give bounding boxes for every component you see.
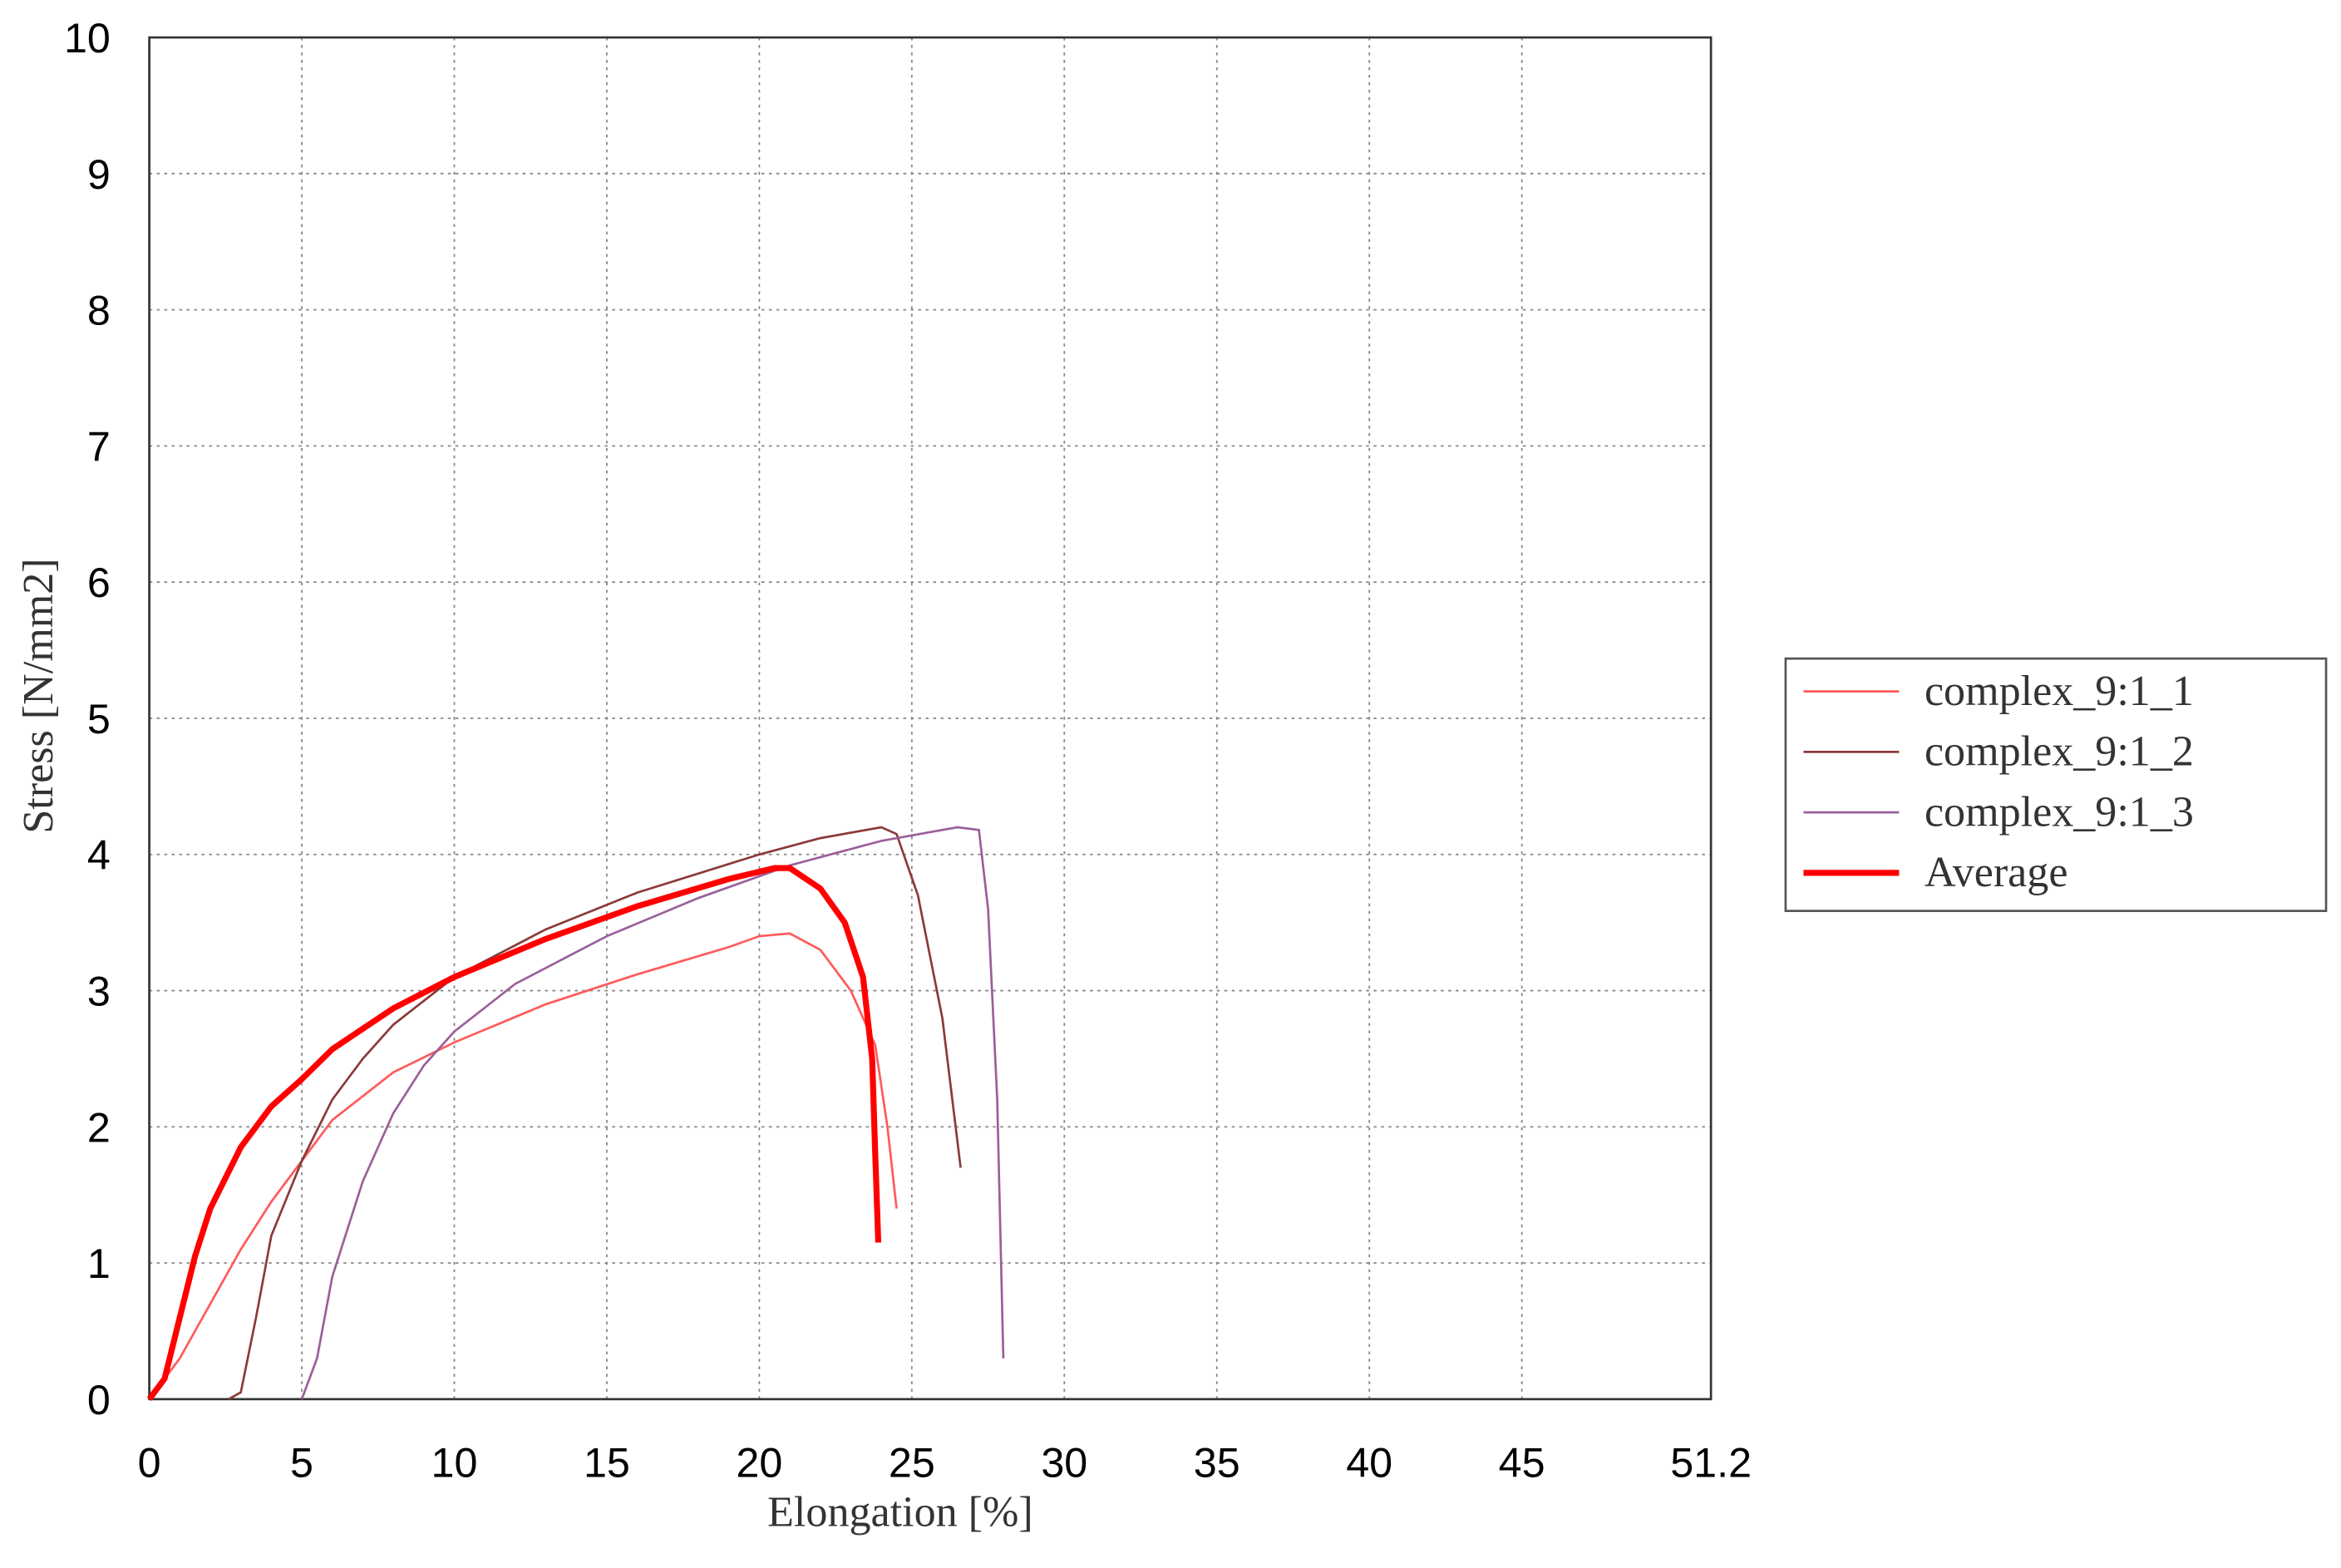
line — [148, 932, 898, 1400]
x-tick-label: 35 — [1194, 1438, 1240, 1486]
line — [146, 865, 882, 1402]
legend-label: complex_9:1_2 — [1925, 728, 2194, 776]
x-tick-label: 20 — [736, 1438, 782, 1486]
line — [300, 826, 1005, 1400]
y-tick-label: 10 — [64, 14, 111, 62]
y-tick-label: 4 — [87, 831, 111, 879]
y-tick-label: 8 — [87, 287, 111, 334]
x-tick-label: 25 — [889, 1438, 935, 1486]
y-tick-label: 9 — [87, 150, 111, 198]
line — [228, 826, 962, 1401]
x-tick-label: 45 — [1499, 1438, 1545, 1486]
legend-label: Average — [1925, 849, 2068, 896]
y-tick-label: 6 — [87, 559, 111, 606]
x-tick-label: 51.2 — [1670, 1438, 1752, 1486]
y-tick-label: 2 — [87, 1103, 111, 1151]
x-tick-label: 15 — [584, 1438, 630, 1486]
y-tick-label: 5 — [87, 695, 111, 742]
legend-box — [1784, 657, 2328, 912]
x-tick-label: 10 — [431, 1438, 478, 1486]
y-tick-label: 1 — [87, 1240, 111, 1287]
legend-label: complex_9:1_3 — [1925, 788, 2194, 836]
y-tick-label: 7 — [87, 422, 111, 470]
y-tick-label: 0 — [87, 1376, 111, 1423]
y-axis-label: Stress [N/mm2] — [15, 558, 62, 833]
legend-label: complex_9:1_1 — [1925, 668, 2194, 715]
x-tick-label: 40 — [1346, 1438, 1392, 1486]
x-tick-label: 5 — [290, 1438, 313, 1486]
y-tick-label: 3 — [87, 968, 111, 1015]
plot-frame — [148, 36, 1713, 1401]
x-tick-label: 0 — [138, 1438, 161, 1486]
x-axis-label: Elongation [%] — [767, 1489, 1033, 1536]
x-tick-label: 30 — [1041, 1438, 1087, 1486]
